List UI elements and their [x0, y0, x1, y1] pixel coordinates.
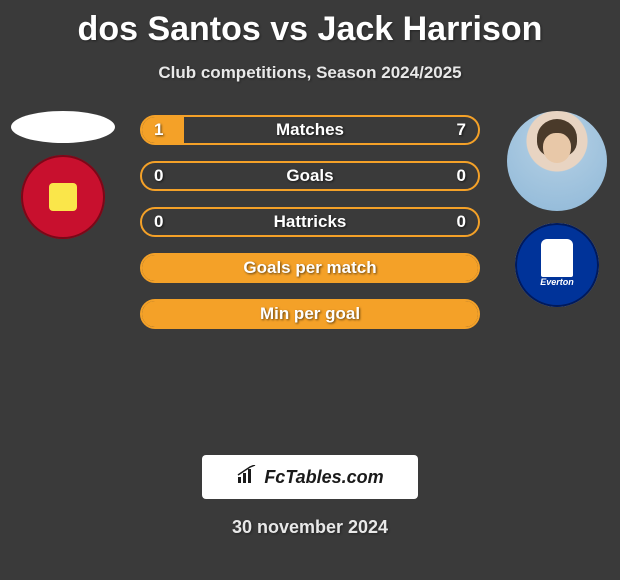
watermark-text: FcTables.com — [264, 467, 383, 488]
player1-club-badge — [21, 155, 105, 239]
player1-name: dos Santos — [78, 10, 261, 48]
left-player-column — [8, 111, 118, 239]
stat-label: Min per goal — [142, 301, 478, 327]
comparison-content: 17Matches 00Goals 00Hattricks Goals per mat… — [0, 111, 620, 411]
player2-club-badge — [515, 223, 599, 307]
date-text: 30 november 2024 — [0, 517, 620, 538]
stat-label: Hattricks — [142, 209, 478, 235]
player1-avatar — [11, 111, 115, 143]
stat-label: Goals per match — [142, 255, 478, 281]
watermark: FcTables.com — [202, 455, 418, 499]
stat-bar-row: 00Goals — [140, 161, 480, 191]
stat-bar-row: Min per goal — [140, 299, 480, 329]
stat-bar-row: Goals per match — [140, 253, 480, 283]
stat-bars-container: 17Matches 00Goals 00Hattricks Goals per mat… — [140, 115, 480, 345]
right-player-column — [502, 111, 612, 307]
stat-bar-row: 17Matches — [140, 115, 480, 145]
stat-label: Goals — [142, 163, 478, 189]
player2-name: Jack Harrison — [318, 10, 543, 48]
player2-avatar — [507, 111, 607, 211]
stat-label: Matches — [142, 117, 478, 143]
subtitle: Club competitions, Season 2024/2025 — [0, 63, 620, 83]
vs-text: vs — [270, 10, 308, 48]
chart-icon — [236, 465, 258, 490]
page-title: dos Santos vs Jack Harrison — [0, 0, 620, 49]
stat-bar-row: 00Hattricks — [140, 207, 480, 237]
